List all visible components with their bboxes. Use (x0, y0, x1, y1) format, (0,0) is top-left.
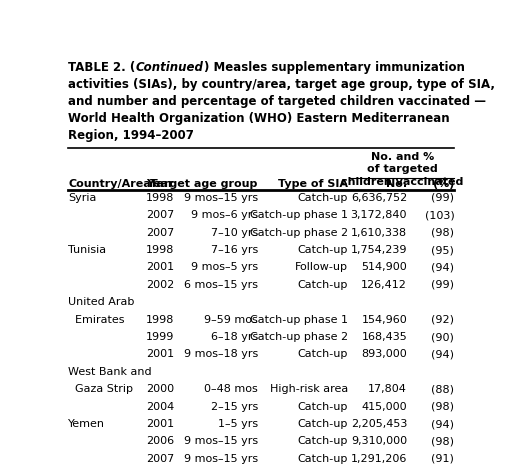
Text: (103): (103) (424, 210, 454, 220)
Text: Target age group: Target age group (151, 179, 258, 189)
Text: 2,205,453: 2,205,453 (351, 419, 407, 429)
Text: 2001: 2001 (146, 262, 174, 273)
Text: 9 mos–15 yrs: 9 mos–15 yrs (184, 454, 258, 464)
Text: (99): (99) (431, 280, 454, 290)
Text: 9 mos–15 yrs: 9 mos–15 yrs (184, 437, 258, 446)
Text: (88): (88) (431, 384, 454, 394)
Text: 2002: 2002 (146, 280, 174, 290)
Text: Catch-up phase 1: Catch-up phase 1 (250, 210, 348, 220)
Text: (99): (99) (431, 193, 454, 203)
Text: Tunisia: Tunisia (68, 245, 106, 255)
Text: 7–16 yrs: 7–16 yrs (210, 245, 258, 255)
Text: (94): (94) (431, 350, 454, 359)
Text: Catch-up: Catch-up (298, 419, 348, 429)
Text: Follow-up: Follow-up (295, 262, 348, 273)
Text: (94): (94) (431, 419, 454, 429)
Text: Gaza Strip: Gaza Strip (68, 384, 133, 394)
Text: Year: Year (146, 179, 173, 189)
Text: 2006: 2006 (146, 437, 174, 446)
Text: Continued: Continued (136, 62, 204, 74)
Text: Catch-up phase 1: Catch-up phase 1 (250, 315, 348, 325)
Text: 2007: 2007 (146, 210, 174, 220)
Text: 2007: 2007 (146, 454, 174, 464)
Text: High-risk area: High-risk area (270, 384, 348, 394)
Text: 2001: 2001 (146, 350, 174, 359)
Text: 1,754,239: 1,754,239 (351, 245, 407, 255)
Text: 1,610,338: 1,610,338 (351, 227, 407, 238)
Text: 6–18 yrs: 6–18 yrs (210, 332, 258, 342)
Text: Yemen: Yemen (68, 419, 105, 429)
Text: 514,900: 514,900 (361, 262, 407, 273)
Text: (92): (92) (431, 315, 454, 325)
Text: 7–10 yrs: 7–10 yrs (210, 227, 258, 238)
Text: 2004: 2004 (146, 402, 174, 411)
Text: 1998: 1998 (146, 315, 174, 325)
Text: (98): (98) (431, 402, 454, 411)
Text: 3,172,840: 3,172,840 (351, 210, 407, 220)
Text: 1998: 1998 (146, 193, 174, 203)
Text: Catch-up: Catch-up (298, 350, 348, 359)
Text: 9 mos–5 yrs: 9 mos–5 yrs (191, 262, 258, 273)
Text: (98): (98) (431, 227, 454, 238)
Text: 17,804: 17,804 (368, 384, 407, 394)
Text: 9 mos–15 yrs: 9 mos–15 yrs (184, 193, 258, 203)
Text: (%): (%) (433, 179, 454, 189)
Text: 1–5 yrs: 1–5 yrs (218, 419, 258, 429)
Text: Catch-up: Catch-up (298, 193, 348, 203)
Text: ) Measles supplementary immunization: ) Measles supplementary immunization (204, 62, 464, 74)
Text: 6,636,752: 6,636,752 (351, 193, 407, 203)
Text: 893,000: 893,000 (361, 350, 407, 359)
Text: 9 mos–18 yrs: 9 mos–18 yrs (184, 350, 258, 359)
Text: Syria: Syria (68, 193, 97, 203)
Text: Catch-up: Catch-up (298, 437, 348, 446)
Text: Catch-up: Catch-up (298, 245, 348, 255)
Text: 168,435: 168,435 (361, 332, 407, 342)
Text: 154,960: 154,960 (361, 315, 407, 325)
Text: No. and %
of targeted
children vaccinated: No. and % of targeted children vaccinate… (341, 152, 463, 187)
Text: 9–59 mos: 9–59 mos (204, 315, 258, 325)
Text: 2000: 2000 (146, 384, 174, 394)
Text: World Health Organization (WHO) Eastern Mediterranean: World Health Organization (WHO) Eastern … (68, 112, 450, 125)
Text: 415,000: 415,000 (361, 402, 407, 411)
Text: 126,412: 126,412 (361, 280, 407, 290)
Text: West Bank and: West Bank and (68, 367, 152, 377)
Text: Emirates: Emirates (68, 315, 125, 325)
Text: 2001: 2001 (146, 419, 174, 429)
Text: 0–48 mos: 0–48 mos (204, 384, 258, 394)
Text: 1999: 1999 (146, 332, 174, 342)
Text: TABLE 2. (: TABLE 2. ( (68, 62, 136, 74)
Text: 6 mos–15 yrs: 6 mos–15 yrs (184, 280, 258, 290)
Text: Type of SIA: Type of SIA (278, 179, 348, 189)
Text: Catch-up phase 2: Catch-up phase 2 (250, 332, 348, 342)
Text: 9,310,000: 9,310,000 (351, 437, 407, 446)
Text: and number and percentage of targeted children vaccinated —: and number and percentage of targeted ch… (68, 96, 487, 109)
Text: 9 mos–6 yrs: 9 mos–6 yrs (191, 210, 258, 220)
Text: (94): (94) (431, 262, 454, 273)
Text: (98): (98) (431, 437, 454, 446)
Text: No.: No. (386, 179, 407, 189)
Text: United Arab: United Arab (68, 297, 135, 307)
Text: 1,291,206: 1,291,206 (351, 454, 407, 464)
Text: Country/Area: Country/Area (68, 179, 151, 189)
Text: 2007: 2007 (146, 227, 174, 238)
Text: Region, 1994–2007: Region, 1994–2007 (68, 130, 194, 143)
Text: Catch-up phase 2: Catch-up phase 2 (250, 227, 348, 238)
Text: Catch-up: Catch-up (298, 402, 348, 411)
Text: (91): (91) (431, 454, 454, 464)
Text: activities (SIAs), by country/area, target age group, type of SIA,: activities (SIAs), by country/area, targ… (68, 78, 495, 91)
Text: 2–15 yrs: 2–15 yrs (210, 402, 258, 411)
Text: (95): (95) (431, 245, 454, 255)
Text: Catch-up: Catch-up (298, 280, 348, 290)
Text: 1998: 1998 (146, 245, 174, 255)
Text: (90): (90) (431, 332, 454, 342)
Text: Catch-up: Catch-up (298, 454, 348, 464)
